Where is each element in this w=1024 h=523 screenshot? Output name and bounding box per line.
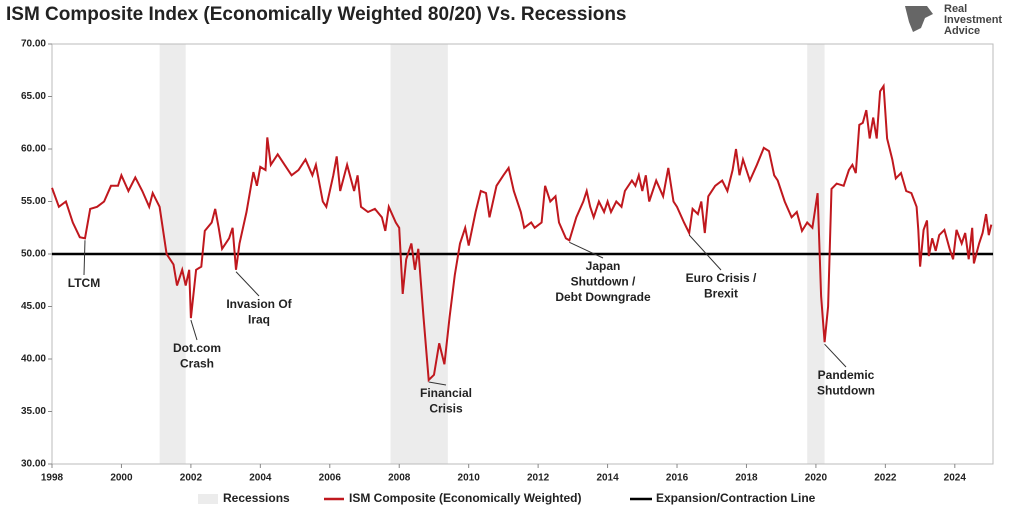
series-line <box>51 82 993 383</box>
annotation-text: Brexit <box>704 287 738 301</box>
annotation-text: Financial <box>420 386 472 400</box>
annotation-leader <box>824 343 847 368</box>
x-tick-label: 2024 <box>944 473 967 484</box>
x-tick-label: 1998 <box>41 473 64 484</box>
x-tick-label: 2008 <box>388 473 411 484</box>
x-tick-label: 2012 <box>527 473 550 484</box>
annotation-leader <box>428 381 447 386</box>
x-tick-label: 2000 <box>110 473 133 484</box>
chart-title: ISM Composite Index (Economically Weight… <box>6 4 627 25</box>
annotation-text: Crash <box>180 357 214 371</box>
y-tick-label: 65.00 <box>21 91 46 102</box>
x-tick-label: 2020 <box>805 473 828 484</box>
annotation-leader <box>235 271 260 297</box>
logo-text: Investment <box>944 14 1002 26</box>
x-tick-label: 2014 <box>596 473 619 484</box>
logo-text: Advice <box>944 25 980 37</box>
y-tick-label: 45.00 <box>21 301 46 312</box>
y-tick-label: 40.00 <box>21 354 46 365</box>
annotation-leader <box>688 234 722 271</box>
annotation-text: Invasion Of <box>226 297 292 311</box>
x-tick-label: 2006 <box>319 473 342 484</box>
annotation-text: Crisis <box>429 402 463 416</box>
y-tick-label: 60.00 <box>21 144 46 155</box>
annotation-text: Japan <box>586 259 621 273</box>
logo-icon <box>905 6 933 32</box>
x-tick-label: 2010 <box>458 473 481 484</box>
y-tick-label: 55.00 <box>21 196 46 207</box>
y-tick-label: 30.00 <box>21 459 46 470</box>
x-tick-label: 2004 <box>249 473 272 484</box>
x-tick-label: 2016 <box>666 473 689 484</box>
annotation-text: Euro Crisis / <box>686 271 757 285</box>
legend-label: Expansion/Contraction Line <box>656 491 816 505</box>
legend-label: ISM Composite (Economically Weighted) <box>349 491 581 505</box>
annotation-text: Shutdown / <box>571 275 636 289</box>
x-tick-label: 2018 <box>735 473 758 484</box>
annotation-text: Debt Downgrade <box>555 290 651 304</box>
y-tick-label: 50.00 <box>21 249 46 260</box>
annotation-leader <box>569 241 604 259</box>
annotation-text: LTCM <box>68 276 100 290</box>
annotation-leader <box>83 240 86 276</box>
legend-label: Recessions <box>223 491 290 505</box>
logo-text: Real <box>944 3 967 15</box>
annotation-text: Shutdown <box>817 384 875 398</box>
annotation-text: Iraq <box>248 313 270 327</box>
annotation-leader <box>190 319 198 341</box>
legend-swatch <box>198 494 218 504</box>
annotation-text: Dot.com <box>173 341 221 355</box>
x-tick-label: 2022 <box>874 473 897 484</box>
x-tick-label: 2002 <box>180 473 203 484</box>
annotation-text: Pandemic <box>818 368 875 382</box>
y-tick-label: 70.00 <box>21 39 46 50</box>
y-tick-label: 35.00 <box>21 406 46 417</box>
